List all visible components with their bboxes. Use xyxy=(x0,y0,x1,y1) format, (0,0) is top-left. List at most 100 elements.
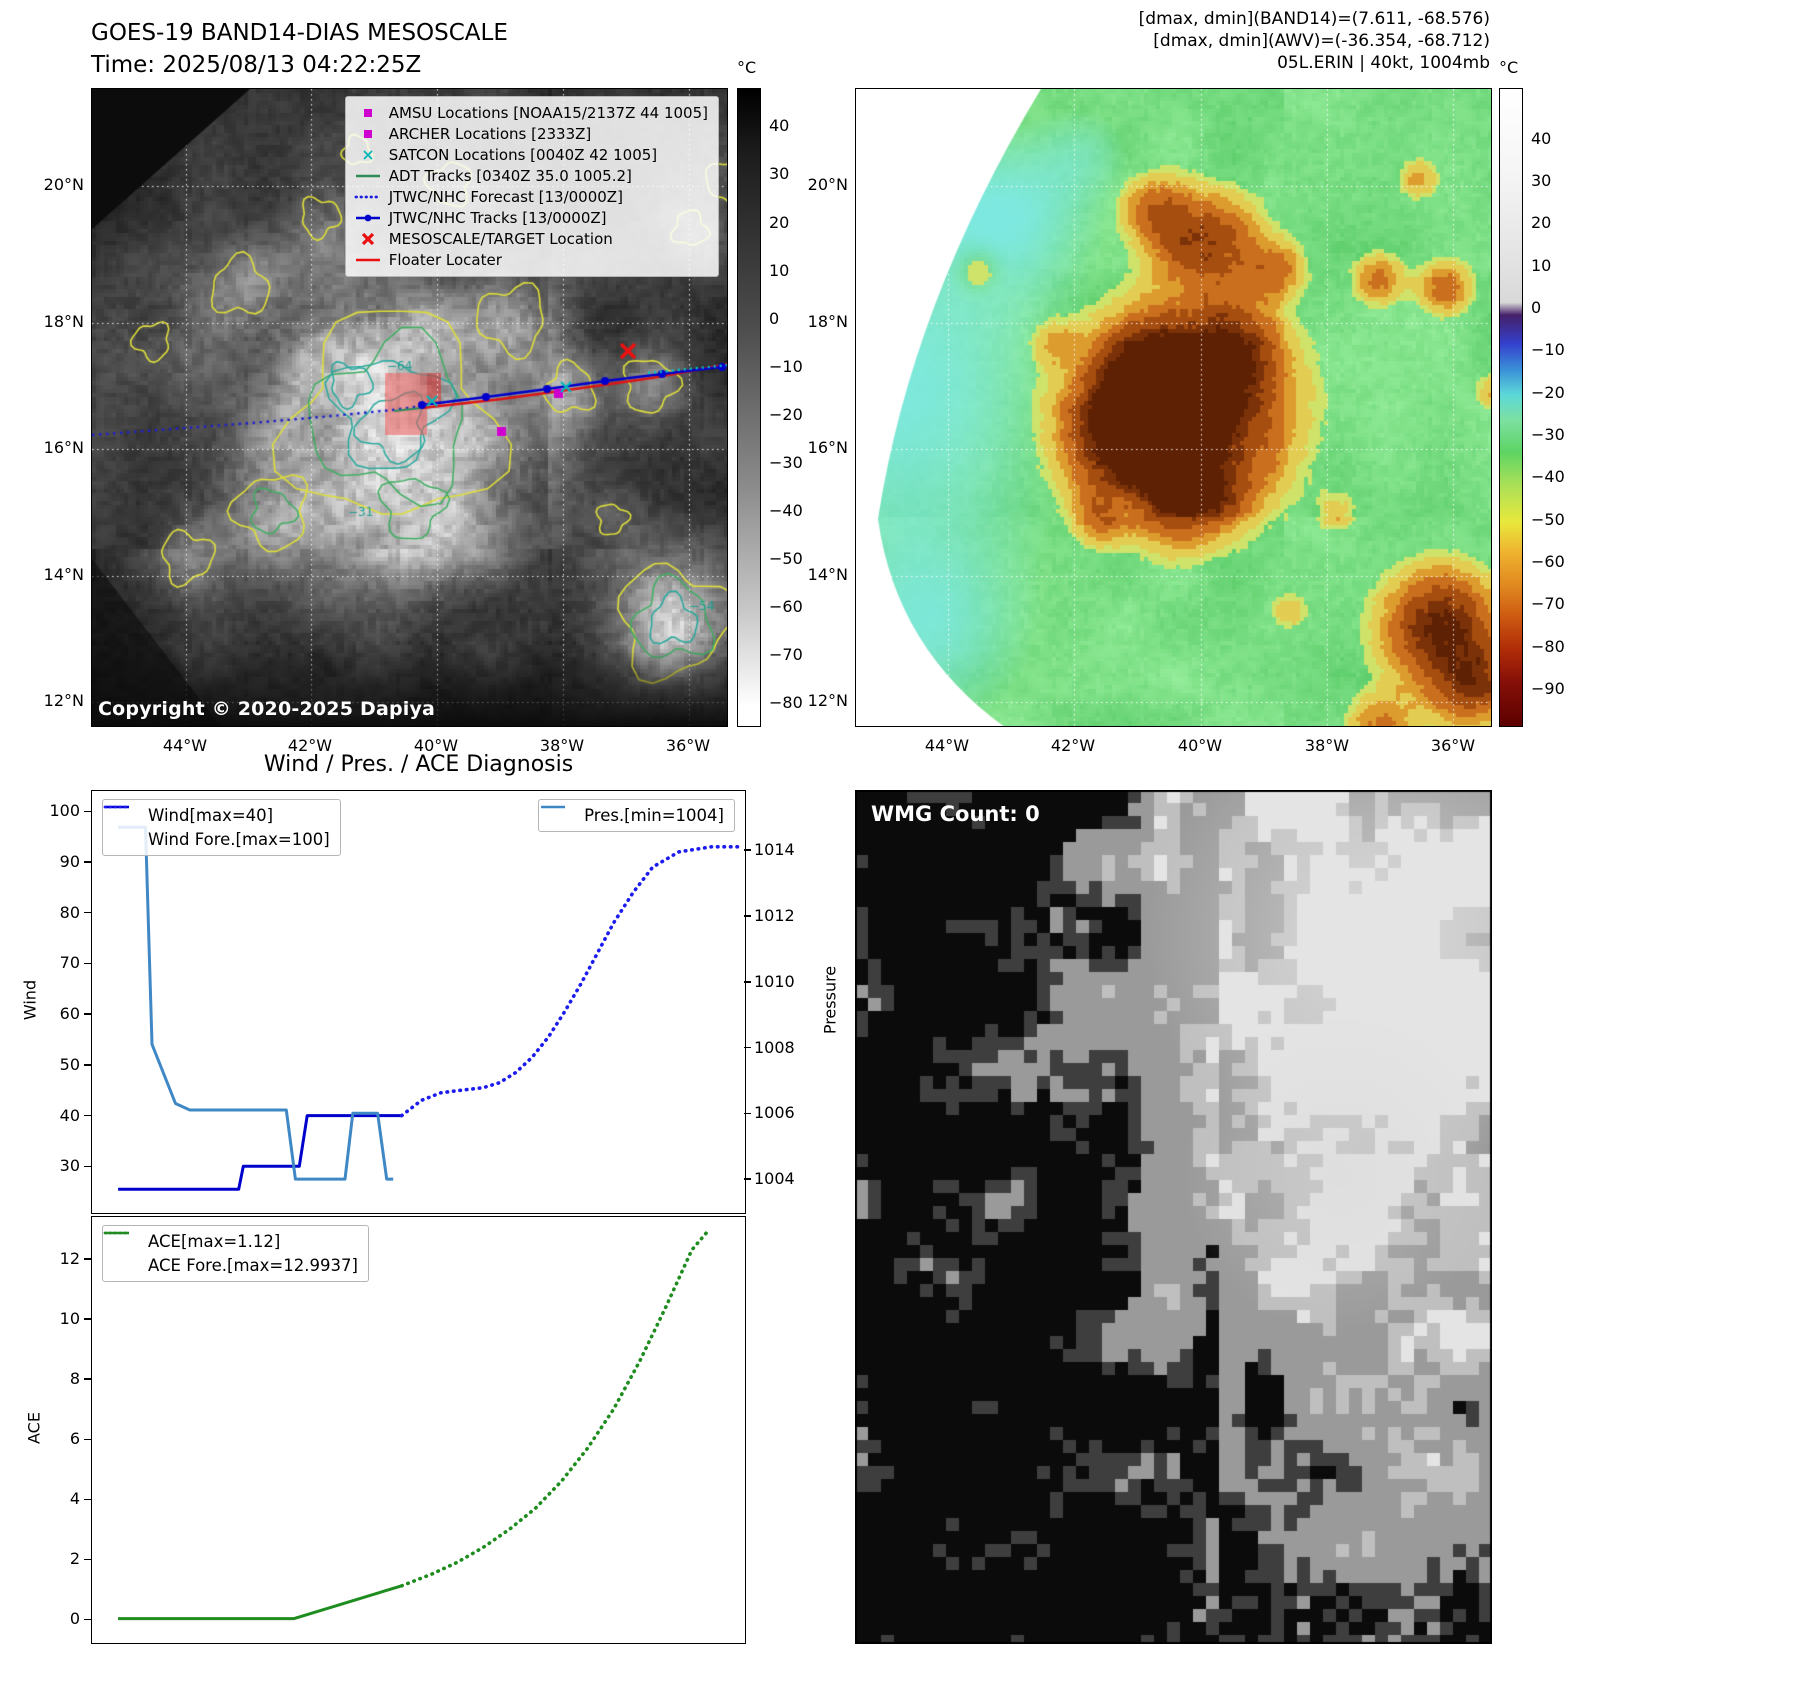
band14-lat-tick: 14°N xyxy=(43,565,84,584)
band14-title: GOES-19 BAND14-DIAS MESOSCALE xyxy=(91,20,508,46)
ytick-mark xyxy=(84,1165,91,1168)
band14-colorbar xyxy=(737,88,761,727)
ytick-right-label: 1006 xyxy=(754,1103,795,1123)
band14-lon-tick: 40°W xyxy=(413,736,459,755)
legend-label: JTWC/NHC Tracks [13/0000Z] xyxy=(388,209,607,227)
awv-colorbar-tick: 40 xyxy=(1531,128,1552,148)
legend-item: Wind[max=40] xyxy=(105,805,330,825)
ytick-mark xyxy=(84,1318,91,1320)
legend-label: Wind Fore.[max=100] xyxy=(148,830,330,849)
legend-item: MESOSCALE/TARGET Location xyxy=(354,230,708,248)
ytick-mark xyxy=(744,981,751,983)
ytick-mark xyxy=(744,1178,751,1180)
awv-colorbar-tick: −20 xyxy=(1531,382,1565,402)
band14-subtitle: Time: 2025/08/13 04:22:25Z xyxy=(91,52,422,78)
band14-colorbar-tick: −40 xyxy=(769,500,803,520)
wmg-panel: WMG Count: 0 xyxy=(855,790,1492,1644)
legend-label: ACE[max=1.12] xyxy=(148,1232,281,1251)
series-ace-max-1-12- xyxy=(118,1584,403,1621)
legend-item: Wind Fore.[max=100] xyxy=(103,805,330,849)
ytick-label: 6 xyxy=(69,1429,80,1449)
band14-lat-tick: 16°N xyxy=(43,438,84,457)
awv-colorbar-tick: −90 xyxy=(1531,678,1565,698)
awv-lon-tick: 38°W xyxy=(1304,736,1350,755)
series-pres-min-1004- xyxy=(118,825,394,1181)
wind-pressure-chart: 100 90 80 70 60 50 40 30 1014 1012 1010 1008 1006 100… xyxy=(49,790,795,1214)
band14-colorbar-tick: 0 xyxy=(769,308,780,328)
legend-item: AMSU Locations [NOAA15/2137Z 44 1005] xyxy=(354,104,708,122)
ytick-mark xyxy=(84,1114,91,1117)
chart-legend: Wind[max=40] Wind Fore.[max=100] xyxy=(102,799,341,856)
ytick-mark xyxy=(744,1046,751,1049)
line-marker-icon xyxy=(354,253,382,267)
awv-lat-tick: 16°N xyxy=(807,438,848,457)
chart-legend: ACE[max=1.12] ACE Fore.[max=12.9937] xyxy=(102,1225,369,1282)
line-dot-marker-icon xyxy=(354,211,382,225)
awv-colorbar-tick: 10 xyxy=(1531,255,1552,275)
awv-colorbar-tick: −40 xyxy=(1531,467,1565,487)
legend-label: ACE Fore.[max=12.9937] xyxy=(148,1256,358,1275)
awv-colorbar-tick: −80 xyxy=(1531,636,1565,656)
band14-colorbar-tick: 40 xyxy=(769,116,790,136)
copyright-text: Copyright © 2020-2025 Dapiya xyxy=(98,698,436,720)
ytick-mark xyxy=(84,962,91,965)
awv-colorbar-tick: 20 xyxy=(1531,213,1552,233)
ytick-label: 70 xyxy=(59,953,80,973)
bigx-marker-icon xyxy=(354,232,382,246)
awv-colorbar-unit: °C xyxy=(1499,58,1519,77)
ytick-mark xyxy=(84,861,91,863)
ytick-mark xyxy=(744,849,751,851)
legend-label: SATCON Locations [0040Z 42 1005] xyxy=(388,146,658,164)
band14-lon-tick: 44°W xyxy=(162,736,208,755)
awv-lat-tick: 14°N xyxy=(807,565,848,584)
awv-colorbar-tick: −50 xyxy=(1531,509,1565,529)
ytick-label: 8 xyxy=(69,1369,80,1389)
awv-colorbar-tick: −10 xyxy=(1531,340,1565,360)
band14-colorbar-tick: 10 xyxy=(769,260,790,280)
wind_pressure-plot xyxy=(118,825,743,1191)
legend-item: JTWC/NHC Forecast [13/0000Z] xyxy=(354,188,708,206)
band14-colorbar-tick: −10 xyxy=(769,356,803,376)
ytick-mark xyxy=(84,1378,91,1380)
band14-colorbar-tick: −20 xyxy=(769,404,803,424)
ytick-mark xyxy=(744,1112,751,1115)
ytick-label: 60 xyxy=(59,1004,80,1024)
ytick-right-label: 1012 xyxy=(754,905,795,925)
awv-lat-tick: 20°N xyxy=(807,175,848,194)
band14-satellite-map: AMSU Locations [NOAA15/2137Z 44 1005] ARC… xyxy=(91,88,728,727)
dotted-marker-icon xyxy=(103,1231,141,1273)
legend-item: Floater Locater xyxy=(354,251,708,269)
square-marker-icon xyxy=(354,127,382,141)
legend-label: MESOSCALE/TARGET Location xyxy=(388,230,613,248)
awv-range-text: [dmax, dmin](AWV)=(-36.354, -68.712) xyxy=(1153,31,1490,51)
ytick-mark xyxy=(84,1064,91,1066)
legend-label: ADT Tracks [0340Z 35.0 1005.2] xyxy=(388,167,632,185)
ace-axis-label: ACE xyxy=(24,1412,44,1444)
band14-colorbar-tick: 20 xyxy=(769,212,790,232)
ytick-label: 2 xyxy=(69,1549,80,1569)
ytick-label: 12 xyxy=(59,1249,80,1269)
ytick-mark xyxy=(84,1438,91,1440)
ace-chart: 12 10 8 6 4 2 0 ACE[max=1.12] ACE Fore.[max=12.9… xyxy=(60,1216,746,1644)
awv-colorbar-tick: 0 xyxy=(1531,298,1542,318)
ytick-label: 0 xyxy=(69,1609,80,1629)
pressure-axis-label: Pressure xyxy=(820,965,840,1035)
band14-range-text: [dmax, dmin](BAND14)=(7.611, -68.576) xyxy=(1138,9,1490,29)
band14-lat-tick: 20°N xyxy=(43,175,84,194)
ytick-label: 4 xyxy=(69,1489,80,1509)
band14-colorbar-tick: −80 xyxy=(769,692,803,712)
diagnosis-title: Wind / Pres. / ACE Diagnosis xyxy=(263,752,574,777)
band14-colorbar-tick: −60 xyxy=(769,596,803,616)
ytick-label: 40 xyxy=(59,1105,80,1125)
legend-label: AMSU Locations [NOAA15/2137Z 44 1005] xyxy=(388,104,708,122)
wmg-count-label: WMG Count: 0 xyxy=(871,802,1040,826)
awv-colorbar-tick: −30 xyxy=(1531,425,1565,444)
ytick-mark xyxy=(84,1258,91,1260)
ytick-right-label: 1008 xyxy=(754,1037,795,1057)
ytick-label: 50 xyxy=(59,1054,80,1074)
dotted-marker-icon xyxy=(103,805,141,847)
line-marker-icon xyxy=(541,805,577,823)
ytick-mark xyxy=(744,915,751,917)
awv-colorbar-tick: −70 xyxy=(1531,594,1565,614)
